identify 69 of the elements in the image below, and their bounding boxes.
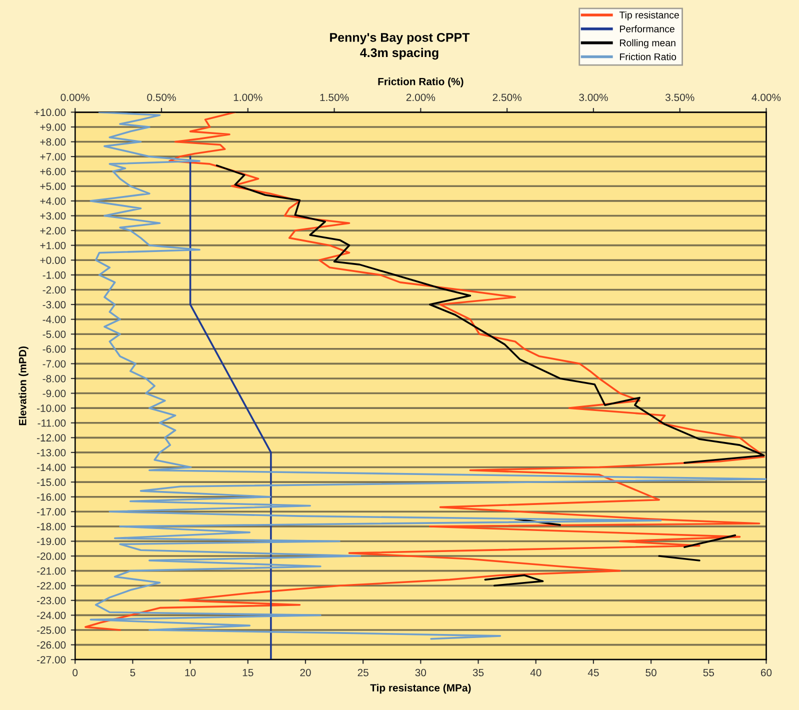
- x-tick-label: 45: [588, 669, 599, 676]
- y-tick-label: -14.00: [37, 464, 66, 472]
- y-tick-label: -6.00: [42, 345, 66, 353]
- y-tick-label: +9.00: [40, 123, 66, 131]
- x-tick-label: 35: [472, 668, 484, 676]
- y-tick-label: +2.00: [40, 227, 66, 234]
- y-tick-label: -3.00: [42, 301, 66, 308]
- x-tick-label: 20: [300, 668, 311, 676]
- x2-tick-label: 1.50%: [320, 94, 349, 102]
- x2-tick-label: 2.00%: [406, 94, 436, 102]
- y-tick-label: -17.00: [37, 508, 66, 516]
- x2-tick-label: 2.50%: [492, 94, 522, 102]
- chart-title: Penny's Bay post CPPT 4.3m spacing: [330, 32, 470, 60]
- x2-tick-label: 3.50%: [665, 94, 694, 102]
- legend-label: Tip resistance: [619, 11, 679, 20]
- y-tick-label: +5.00: [40, 182, 66, 190]
- y-tick-label: -27.00: [37, 656, 66, 664]
- y-tick-label: +1.00: [40, 242, 66, 250]
- x2-tick-label: 0.50%: [147, 94, 176, 102]
- y-tick-label: -26.00: [37, 641, 66, 649]
- y-tick-label: -1.00: [42, 271, 66, 279]
- y-tick-label: +4.00: [40, 197, 66, 205]
- y-tick-label: -16.00: [37, 493, 66, 501]
- y-tick-label: -8.00: [42, 374, 66, 382]
- x-tick-label: 30: [415, 668, 426, 676]
- y-tick-label: -9.00: [42, 390, 66, 398]
- y-tick-label: -12.00: [37, 434, 66, 442]
- y-tick-label: -20.00: [37, 552, 66, 560]
- x-tick-label: 10: [185, 668, 196, 676]
- legend-label: Performance: [620, 25, 674, 32]
- y-tick-label: -22.00: [37, 582, 66, 590]
- y-tick-label: -7.00: [42, 360, 66, 368]
- x-tick-label: 25: [358, 668, 368, 676]
- x-tick-label: 0: [72, 668, 78, 676]
- x-tick-label: 5: [130, 669, 136, 676]
- y-tick-label: -13.00: [37, 448, 66, 456]
- x2-tick-label: 0.00%: [60, 94, 90, 102]
- y-tick-label: -18.00: [37, 522, 66, 530]
- y-tick-label: +8.00: [40, 138, 66, 146]
- y-tick-label: +7.00: [40, 153, 66, 160]
- x2-tick-label: 3.00%: [579, 94, 608, 102]
- x-tick-label: 55: [703, 669, 714, 676]
- x-tick-label: 60: [760, 668, 772, 676]
- legend-label: Rolling mean: [620, 39, 676, 48]
- y-tick-label: +10.00: [34, 108, 66, 116]
- y-tick-label: -4.00: [42, 316, 66, 324]
- y-tick-label: -10.00: [37, 404, 66, 412]
- y-tick-label: -25.00: [37, 626, 66, 634]
- x-axis-title: Tip resistance (MPa): [370, 684, 471, 694]
- x2-axis-title: Friction Ratio (%): [378, 78, 464, 88]
- y-tick-label: -19.00: [37, 538, 66, 546]
- y-axis-title: Elevation (mPD): [18, 346, 28, 426]
- x2-tick-label: 4.00%: [752, 94, 781, 102]
- y-tick-label: -11.00: [38, 419, 66, 427]
- y-tick-label: +0.00: [40, 256, 66, 264]
- x-tick-label: 15: [242, 669, 254, 676]
- legend-label: Friction Ratio: [620, 53, 676, 60]
- x2-tick-label: 1.00%: [234, 94, 262, 102]
- y-tick-label: -24.00: [37, 612, 66, 620]
- y-tick-label: -5.00: [42, 330, 66, 338]
- x-tick-label: 40: [530, 668, 542, 676]
- y-tick-label: -23.00: [37, 596, 66, 604]
- y-tick-label: -21.00: [37, 567, 66, 575]
- x-tick-label: 50: [646, 668, 656, 676]
- y-tick-label: -15.00: [37, 478, 66, 486]
- line-series: [189, 156, 272, 660]
- y-tick-label: +3.00: [40, 212, 66, 220]
- y-tick-label: -2.00: [42, 286, 66, 294]
- y-tick-label: +6.00: [40, 168, 66, 176]
